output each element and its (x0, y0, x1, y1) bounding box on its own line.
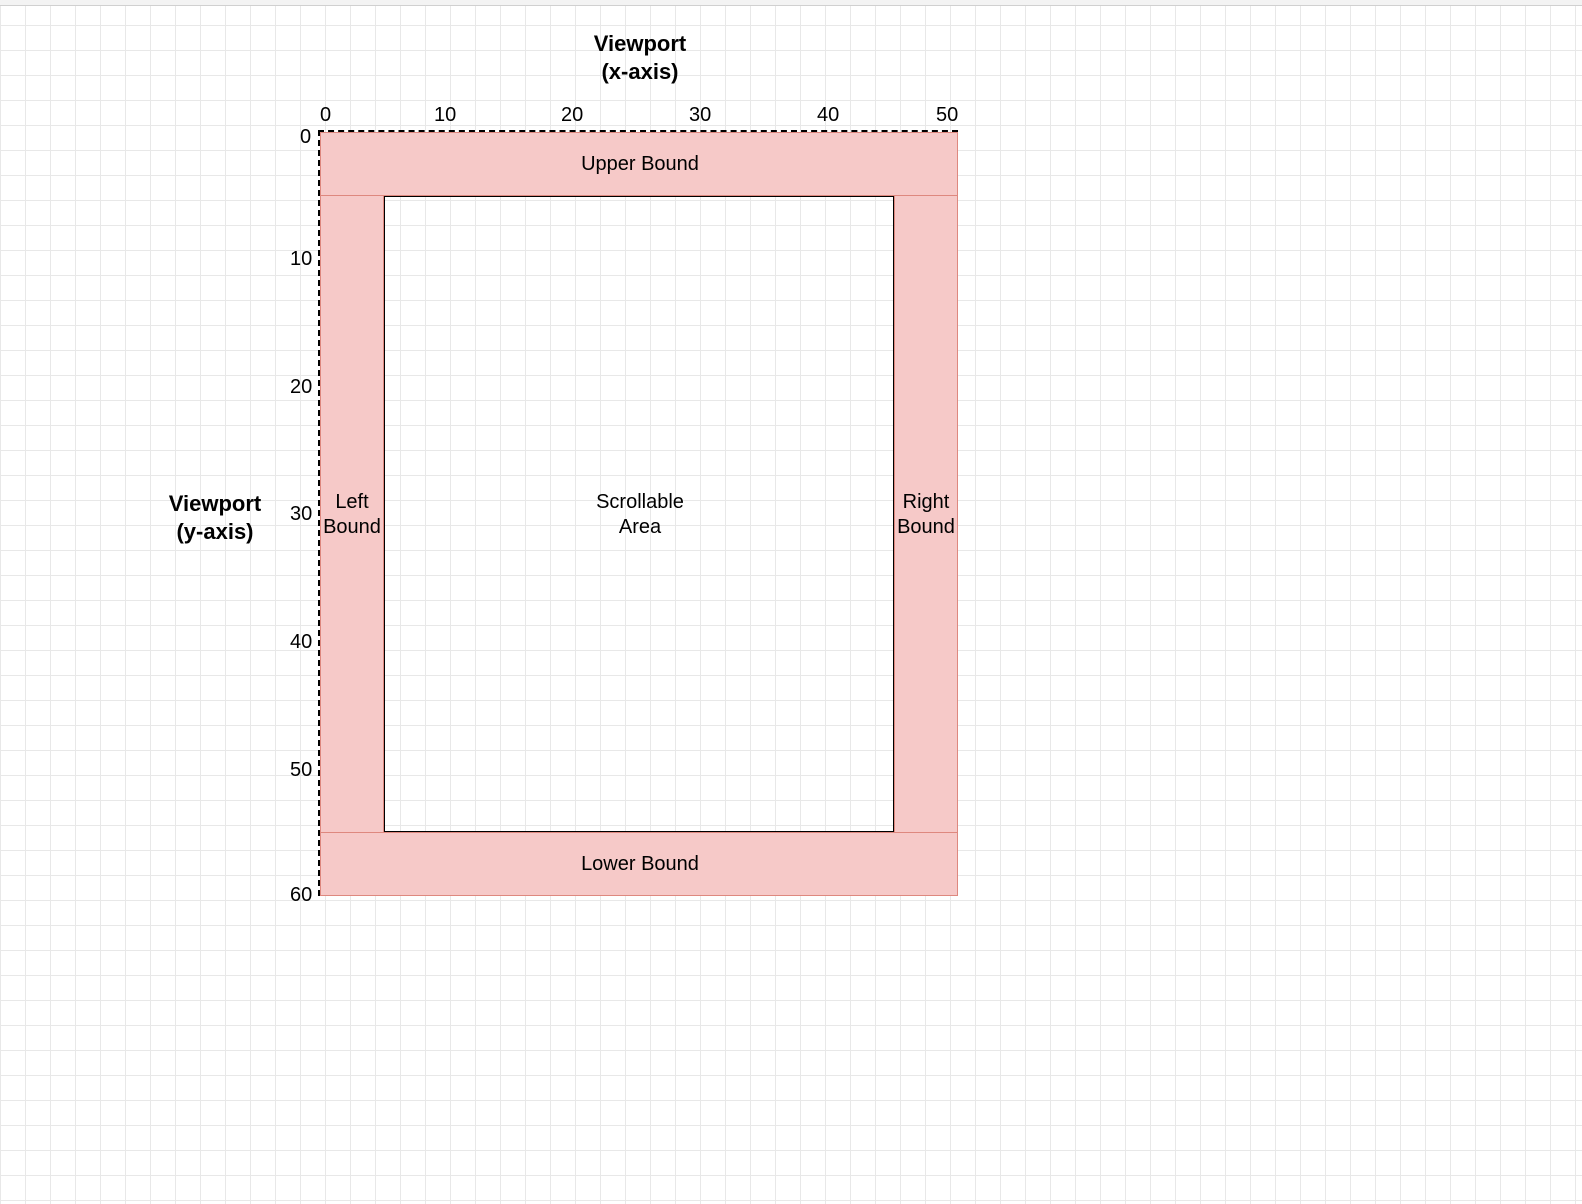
upper-bound-label: Upper Bound (560, 152, 720, 177)
window-top-bar (0, 0, 1582, 6)
x-tick-0: 0 (320, 104, 331, 127)
y-axis-title: Viewport (y-axis) (155, 490, 275, 545)
diagram-canvas: Viewport (x-axis) Viewport (y-axis) 0 10… (0, 0, 1582, 1204)
x-axis-title: Viewport (x-axis) (560, 30, 720, 85)
left-bound-label: Left Bound (320, 490, 384, 540)
right-bound-label: Right Bound (894, 490, 958, 540)
x-tick-10: 10 (434, 104, 456, 127)
x-tick-20: 20 (561, 104, 583, 127)
y-tick-50: 50 (290, 759, 312, 782)
y-tick-40: 40 (290, 631, 312, 654)
y-tick-20: 20 (290, 376, 312, 399)
y-tick-0: 0 (300, 126, 311, 149)
x-tick-50: 50 (936, 104, 958, 127)
x-tick-30: 30 (689, 104, 711, 127)
y-tick-10: 10 (290, 248, 312, 271)
lower-bound-label: Lower Bound (560, 852, 720, 877)
y-tick-30: 30 (290, 503, 312, 526)
y-tick-60: 60 (290, 884, 312, 907)
x-tick-40: 40 (817, 104, 839, 127)
scrollable-area-label: Scrollable Area (560, 490, 720, 540)
